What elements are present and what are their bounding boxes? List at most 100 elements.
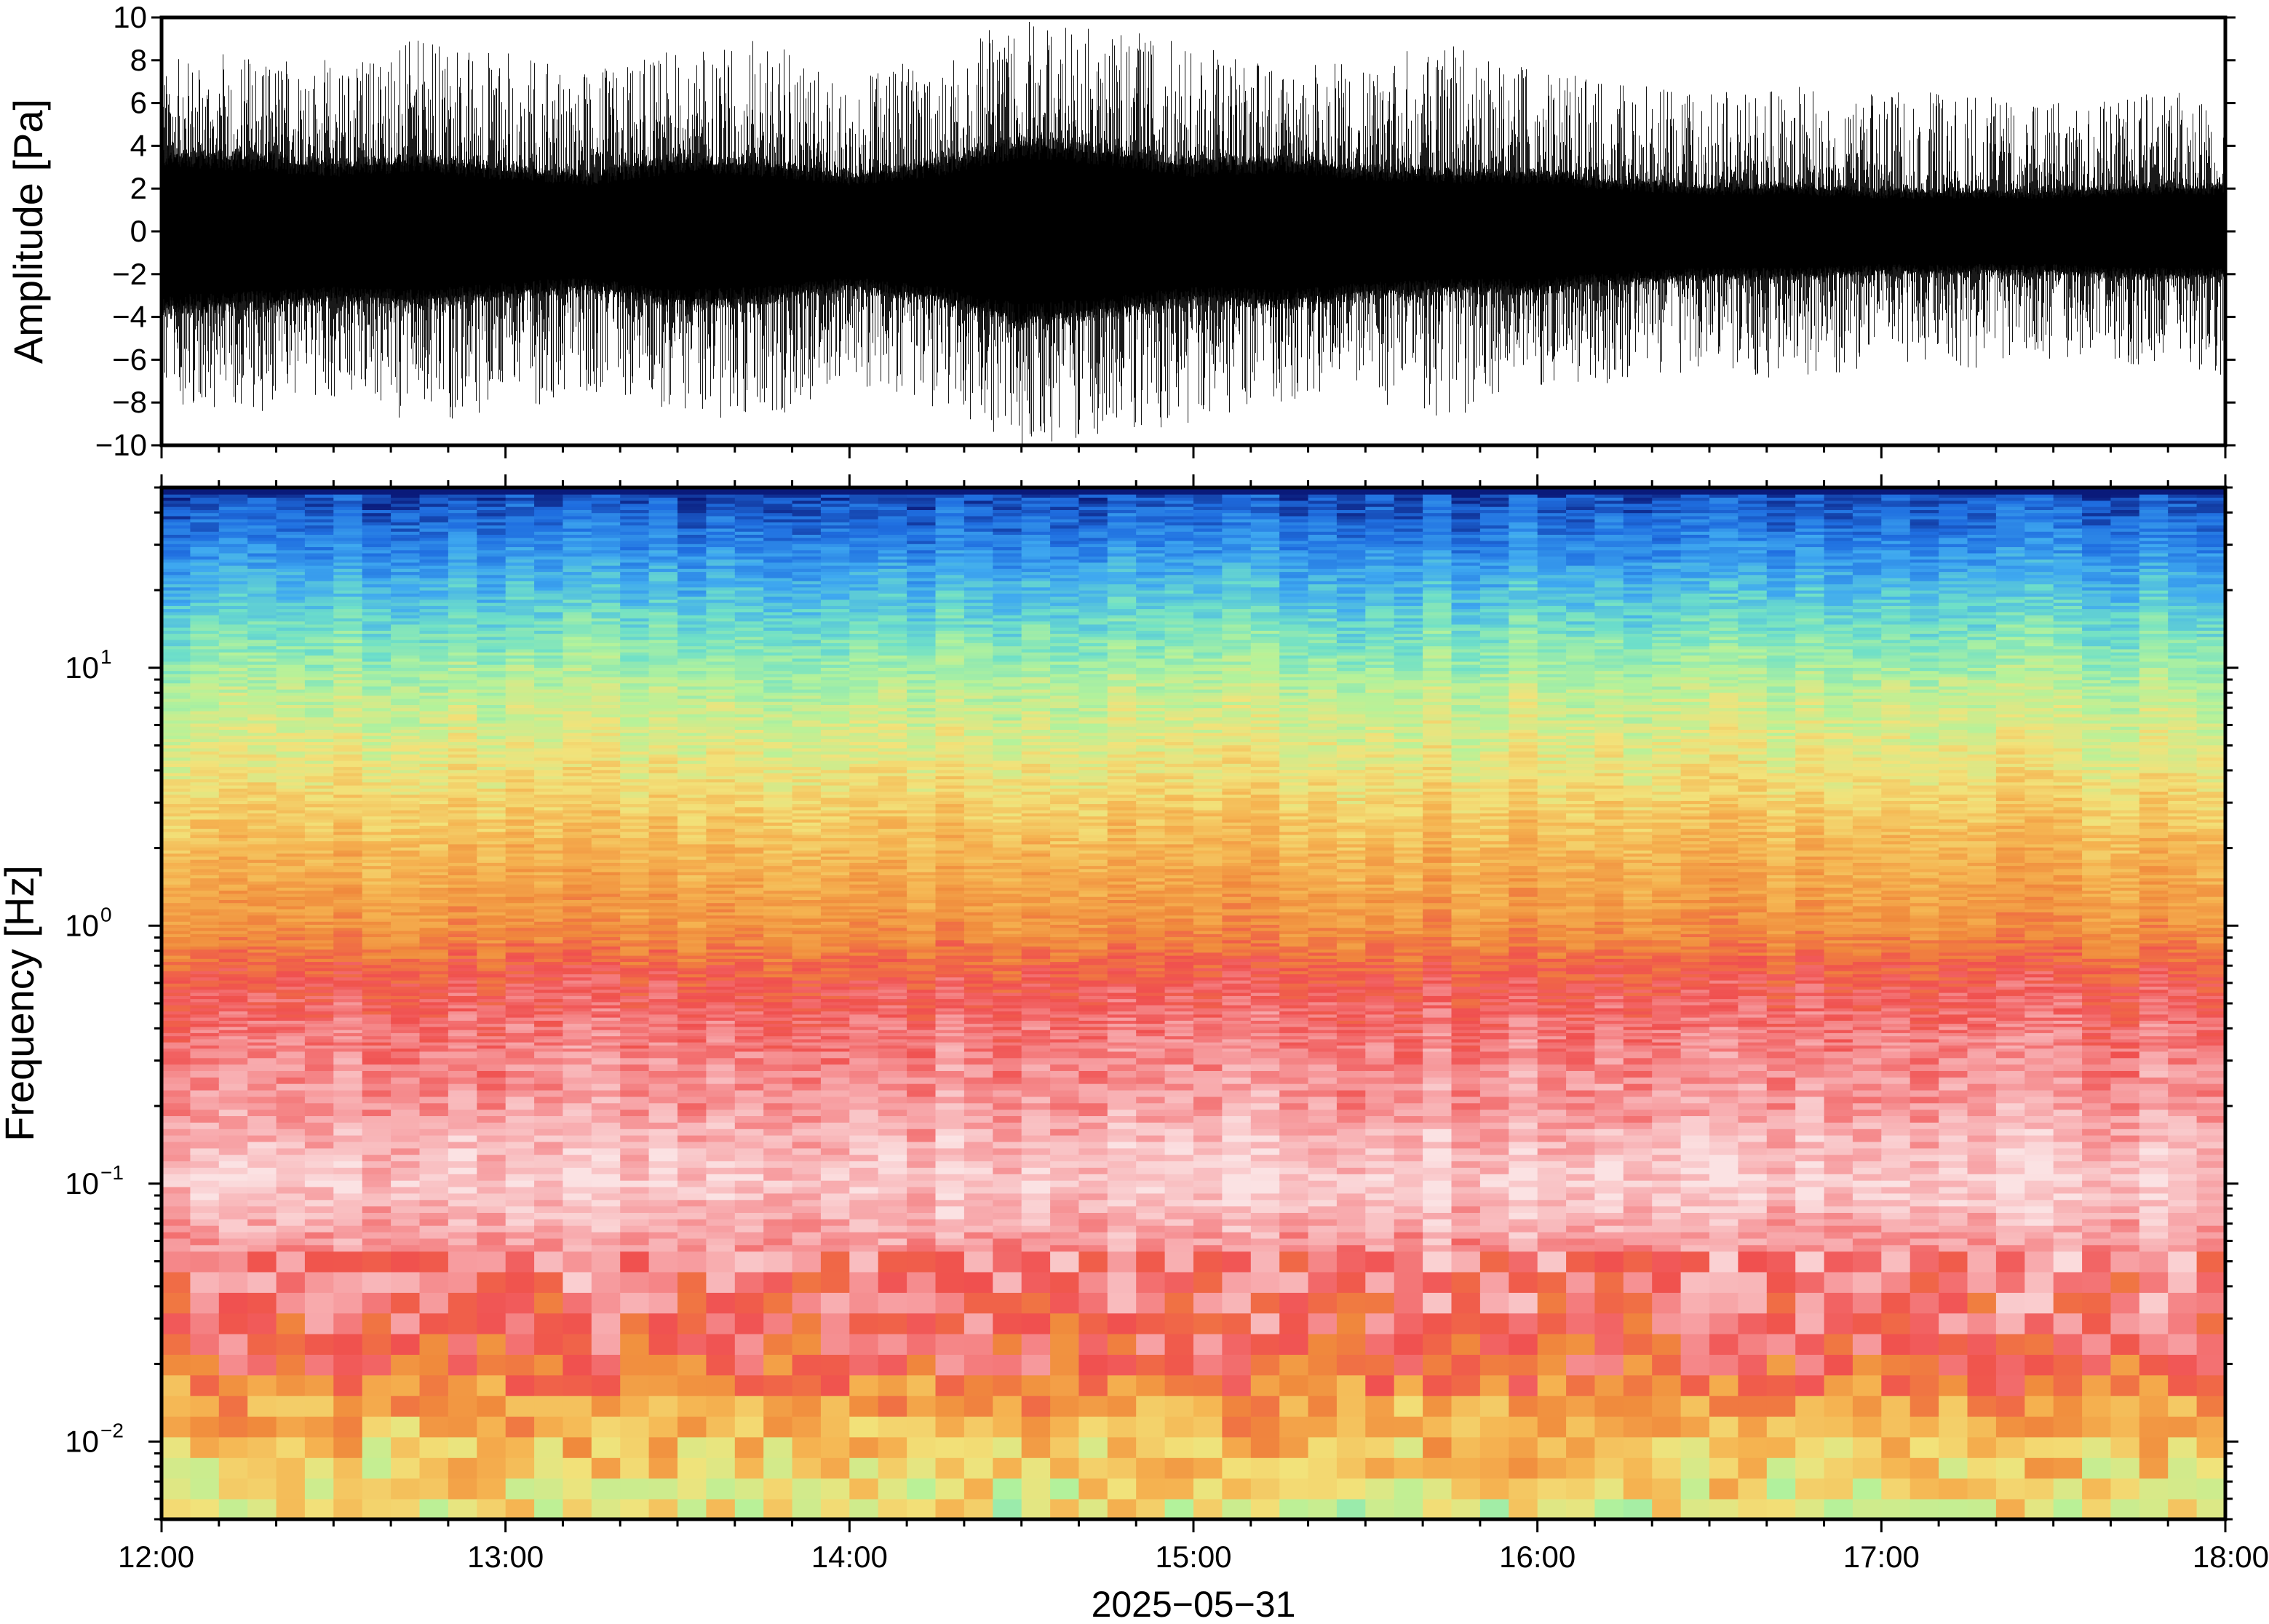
spectrogram-cell (419, 1457, 449, 1479)
spectrogram-cell (333, 701, 363, 705)
spectrogram-cell (563, 865, 592, 869)
spectrogram-cell (477, 983, 506, 987)
spectrogram-cell (534, 803, 564, 808)
spectrogram-cell (534, 509, 564, 514)
spectrogram-cell (419, 1333, 449, 1355)
spectrogram-cell (448, 1271, 478, 1293)
spectrogram-cell (419, 800, 449, 805)
spectrogram-cell (505, 1038, 535, 1043)
spectrogram-cell (648, 769, 678, 773)
spectrogram-cell (448, 1029, 478, 1033)
spectrogram-cell (190, 562, 220, 566)
spectrogram-cell (591, 1292, 621, 1314)
spectrogram-cell (304, 651, 335, 656)
spectrogram-cell (276, 797, 306, 801)
spectrogram-cell (591, 896, 621, 900)
spectrogram-cell (620, 949, 650, 953)
spectrogram-cell (620, 571, 650, 576)
spectrogram-cell (218, 552, 248, 557)
spectrogram-cell (162, 781, 191, 786)
spectrogram-cell (391, 599, 421, 603)
spectrogram-cell (505, 577, 535, 581)
spectrogram-cell (620, 732, 650, 736)
spectrogram-cell (333, 1004, 363, 1008)
spectrogram-cell (505, 1001, 535, 1006)
spectrogram-cell (448, 875, 478, 879)
spectrogram-cell (276, 503, 306, 507)
spectrogram-cell (477, 534, 506, 538)
spectrogram-cell (247, 1083, 277, 1091)
spectrogram-cell (218, 856, 248, 860)
spectrogram-cell (591, 1193, 621, 1201)
spectrogram-cell (247, 1333, 277, 1355)
spectrogram-cell (648, 1231, 678, 1239)
spectrogram-cell (362, 899, 392, 904)
spectrogram-cell (190, 506, 220, 510)
spectrogram-column (162, 487, 191, 1519)
spectrogram-cell (391, 1029, 421, 1033)
spectrogram-cell (190, 1193, 220, 1201)
spectrogram-cell (276, 875, 306, 879)
spectrogram-cell (648, 707, 678, 712)
spectrogram-cell (391, 720, 421, 724)
spectrogram-cell (162, 549, 191, 554)
spectrogram-cell (247, 741, 277, 746)
spectrogram-cell (419, 797, 449, 801)
spectrogram-cell (620, 986, 650, 990)
spectrogram-cell (362, 766, 392, 771)
spectrogram-cell (419, 1083, 449, 1091)
spectrogram-cell (304, 688, 335, 693)
spectrogram-cell (505, 1051, 535, 1059)
spectrogram-cell (563, 1004, 592, 1008)
spectrogram-cell (591, 825, 621, 829)
spectrogram-cell (276, 781, 306, 786)
spectrogram-cell (620, 599, 650, 603)
spectrogram-cell (218, 1038, 248, 1043)
spectrogram-cell (505, 676, 535, 680)
spectrogram-cell (333, 626, 363, 631)
spectrogram-cell (648, 713, 678, 717)
spectrogram-cell (648, 624, 678, 628)
spectrogram-cell (247, 1045, 277, 1049)
spectrogram-cell (276, 757, 306, 761)
spectrogram-cell (218, 543, 248, 547)
spectrogram-cell (162, 555, 191, 560)
spectrogram-cell (419, 741, 449, 746)
spectrogram-cell (563, 1251, 592, 1273)
spectrogram-cell (448, 670, 478, 674)
spectrogram-cell (591, 1064, 621, 1071)
spectrogram-cell (190, 936, 220, 941)
spectrogram-cell (591, 682, 621, 687)
spectrogram-cell (218, 707, 248, 712)
spectrogram-cell (362, 729, 392, 733)
spectrogram-cell (218, 611, 248, 616)
spectrogram-cell (648, 648, 678, 653)
spectrogram-cell (333, 658, 363, 662)
spectrogram-cell (162, 741, 191, 746)
spectrogram-cell (247, 670, 277, 674)
spectrogram-cell (620, 605, 650, 610)
spectrogram-cell (648, 1029, 678, 1033)
spectrogram-cell (620, 1109, 650, 1116)
spectrogram-cell (218, 769, 248, 773)
spectrogram-cell (620, 596, 650, 600)
spectrogram-cell (620, 522, 650, 526)
spectrogram-cell (534, 772, 564, 776)
spectrogram-cell (162, 571, 191, 576)
spectrogram-cell (477, 828, 506, 832)
spectrogram-cell (620, 1154, 650, 1162)
spectrogram-cell (505, 568, 535, 573)
spectrogram-cell (333, 1313, 363, 1334)
spectrogram-cell (391, 1161, 421, 1168)
spectrogram-cell (247, 493, 277, 498)
spectrogram-cell (563, 497, 592, 501)
spectrogram-cell (477, 1029, 506, 1033)
spectrogram-cell (419, 825, 449, 829)
spectrogram-cell (505, 1292, 535, 1314)
spectrogram-cell (304, 1206, 335, 1213)
spectrogram-cell (419, 611, 449, 616)
spectrogram-cell (448, 979, 478, 984)
spectrogram-cell (162, 918, 191, 922)
spectrogram-cell (162, 530, 191, 535)
spectrogram-cell (218, 555, 248, 560)
